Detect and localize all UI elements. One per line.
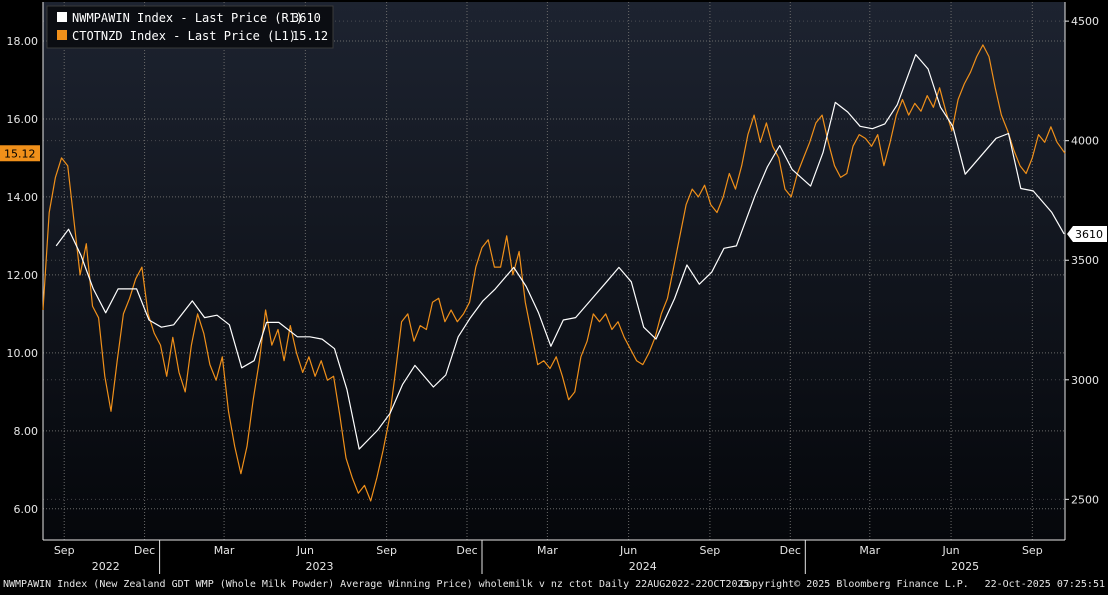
x-month-label: Sep — [700, 544, 721, 557]
x-month-label: Mar — [214, 544, 235, 557]
left-tick-label: 16.00 — [7, 113, 39, 126]
legend-swatch-nwmpawin — [57, 12, 67, 22]
left-tick-label: 14.00 — [7, 191, 39, 204]
x-month-label: Jun — [296, 544, 314, 557]
legend-entry-nwmpawin: NWMPAWIN Index - Last Price (R1) — [72, 11, 303, 25]
right-tick-label: 2500 — [1071, 493, 1099, 506]
last-value-tag-right — [1067, 225, 1107, 242]
x-month-label: Mar — [537, 544, 558, 557]
x-month-label: Sep — [54, 544, 75, 557]
legend-entry-ctotnzd: CTOTNZD Index - Last Price (L1) — [72, 29, 296, 43]
footer: NWMPAWIN Index (New Zealand GDT WMP (Who… — [3, 579, 1105, 590]
x-month-label: Sep — [1022, 544, 1043, 557]
left-tick-label: 8.00 — [14, 425, 39, 438]
x-year-label: 2024 — [629, 560, 657, 573]
x-month-label: Dec — [456, 544, 477, 557]
left-tick-label: 12.00 — [7, 269, 39, 282]
x-month-label: Jun — [941, 544, 959, 557]
right-tick-label: 4500 — [1071, 15, 1099, 28]
x-month-label: Mar — [859, 544, 880, 557]
last-value-tag-left — [0, 145, 40, 162]
legend-last-ctotnzd: 15.12 — [292, 29, 328, 43]
grid-layer — [43, 2, 1065, 540]
legend-last-nwmpawin: 3610 — [292, 11, 321, 25]
left-tick-label: 6.00 — [14, 503, 39, 516]
x-month-label: Jun — [619, 544, 637, 557]
axis-layer: 6.00 8.00 10.00 12.00 14.00 16.00 18.00 2500 300… — [7, 2, 1099, 574]
legend: NWMPAWIN Index - Last Price (R1) 3610 CT… — [46, 5, 334, 49]
x-year-label: 2022 — [92, 560, 120, 573]
series-layer — [42, 44, 1066, 502]
x-year-label: 2023 — [305, 560, 333, 573]
right-tick-label: 3000 — [1071, 374, 1099, 387]
left-tick-label: 10.00 — [7, 347, 39, 360]
x-month-label: Sep — [376, 544, 397, 557]
footer-description: NWMPAWIN Index (New Zealand GDT WMP (Who… — [3, 579, 750, 590]
legend-swatch-ctotnzd — [57, 30, 67, 40]
left-tick-label: 18.00 — [7, 35, 39, 48]
right-tick-label: 4000 — [1071, 135, 1099, 148]
right-tick-label: 3500 — [1071, 254, 1099, 267]
series-line-nwmpawin — [55, 54, 1065, 450]
x-year-label: 2025 — [951, 560, 979, 573]
last-value-left-text: 15.12 — [4, 147, 36, 160]
x-month-label: Dec — [134, 544, 155, 557]
legend-box — [46, 5, 334, 49]
footer-copyright: Copyright© 2025 Bloomberg Finance L.P. — [740, 579, 969, 590]
x-month-label: Dec — [780, 544, 801, 557]
last-value-tags: 15.12 3610 — [0, 145, 1107, 242]
footer-timestamp: 22-Oct-2025 07:25:51 — [985, 579, 1105, 590]
series-line-ctotnzd — [42, 44, 1066, 502]
last-value-right-text: 3610 — [1075, 228, 1103, 241]
plot-background — [43, 2, 1065, 540]
